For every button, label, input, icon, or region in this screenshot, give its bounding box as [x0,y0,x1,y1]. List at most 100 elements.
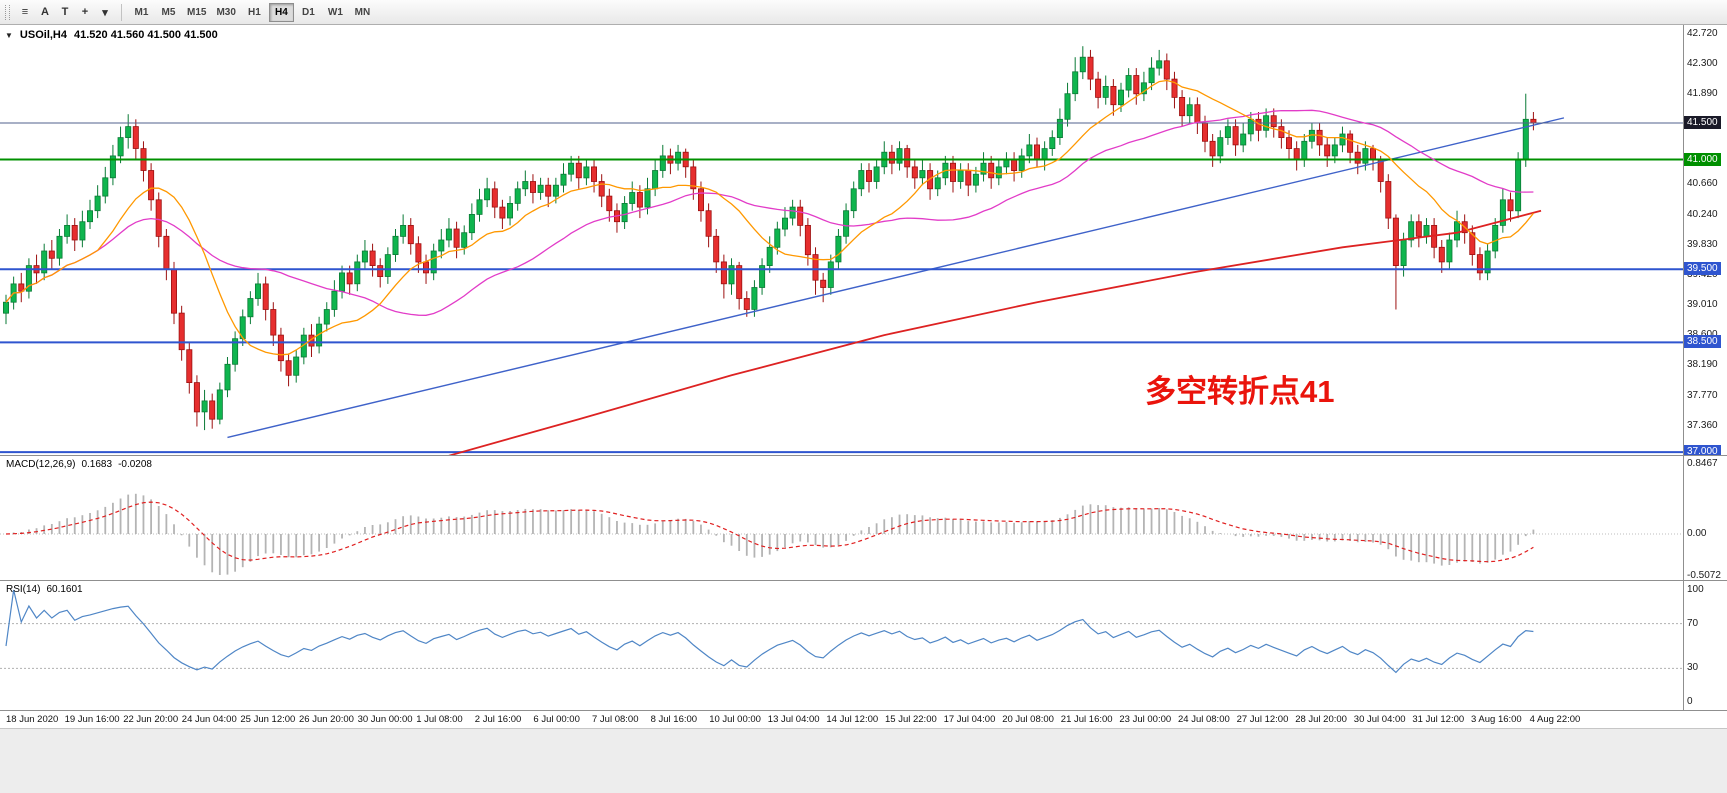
price-tick: 39.830 [1687,239,1718,251]
timeframe-mn-button[interactable]: MN [354,6,371,18]
macd-axis-tick: 0.00 [1687,528,1707,540]
macd-histogram [12,493,1535,575]
price-tick: 40.240 [1687,209,1718,221]
price-level-badge: 38.500 [1684,335,1721,349]
symbol-collapse-icon[interactable]: ▼ [5,30,13,40]
price-tick: 42.720 [1687,27,1718,39]
time-label: 24 Jun 04:00 [181,714,237,725]
time-label: 3 Aug 16:00 [1471,714,1522,725]
time-label: 2 Jul 16:00 [474,714,522,725]
ma-fast-orange-line [5,79,1534,356]
rsi-name: RSI(14) [6,584,41,595]
timeframe-d1-button[interactable]: D1 [302,6,315,18]
macd-axis-tick: 0.8467 [1687,458,1718,470]
price-level-badge: 41.000 [1684,152,1721,166]
time-label: 6 Jul 00:00 [533,714,580,725]
time-label: 10 Jul 00:00 [709,714,761,725]
rsi-label: RSI(14) 60.1601 [6,584,83,595]
timeframe-m15-button[interactable]: M15 [187,6,207,18]
text-tool-button[interactable]: A [41,6,49,18]
price-tick: 41.890 [1687,88,1718,100]
macd-signal-value: -0.0208 [118,459,152,470]
rsi-line [5,589,1534,674]
rsi-indicator-panel[interactable]: 100 70 30 0 RSI(14) 60.1601 [0,580,1727,710]
macd-main-value: 0.1683 [81,459,113,470]
rsi-value: 60.1601 [46,584,83,595]
chart-annotation: 多空转折点41 [1145,374,1335,409]
time-label: 22 Jun 20:00 [123,714,179,725]
time-label: 1 Jul 08:00 [416,714,463,725]
macd-indicator-panel[interactable]: 0.8467 0.00 -0.5072 MACD(12,26,9) 0.1683 -… [0,455,1727,580]
rsi-axis-tick: 70 [1687,617,1699,629]
price-tick: 40.660 [1687,178,1718,190]
time-label: 21 Jul 16:00 [1060,714,1113,725]
time-label: 18 Jun 2020 [6,714,59,725]
chart-toolbar: ≡ A T + ▾ M1 M5 M15 M30 H1 H4 D1 W1 MN [0,0,1727,25]
macd-axis: 0.8467 0.00 -0.5072 [1683,456,1727,580]
time-label: 30 Jul 04:00 [1353,714,1406,725]
price-tick: 37.360 [1687,419,1718,431]
time-label: 17 Jul 04:00 [943,714,996,725]
timeframe-m1-button[interactable]: M1 [134,6,149,18]
price-tick: 42.300 [1687,58,1718,70]
timeframe-h1-button[interactable]: H1 [248,6,261,18]
crosshair-tool-button[interactable]: + [81,6,89,18]
toolbar-grip-handle[interactable] [5,4,10,20]
time-label: 28 Jul 20:00 [1295,714,1347,725]
type-tool-button[interactable]: T [61,6,69,18]
rsi-axis-tick: 0 [1687,696,1693,708]
time-label: 4 Aug 22:00 [1529,714,1581,725]
price-tick: 38.600 [1687,329,1718,341]
time-label: 20 Jul 08:00 [1002,714,1054,725]
macd-signal-line [5,501,1534,563]
timeframe-h4-button[interactable]: H4 [268,2,294,22]
time-label: 31 Jul 12:00 [1412,714,1465,725]
time-label: 25 Jun 12:00 [240,714,296,725]
price-level-badge: 37.000 [1684,445,1721,455]
time-label: 24 Jul 08:00 [1178,714,1230,725]
rsi-axis-tick: 30 [1687,662,1699,674]
macd-axis-tick: -0.5072 [1687,569,1721,580]
time-label: 8 Jul 16:00 [650,714,698,725]
timeframe-w1-button[interactable]: W1 [327,6,343,18]
timeframe-m30-button[interactable]: M30 [216,6,236,18]
price-level-badge: 39.500 [1684,262,1721,276]
timeframe-m5-button[interactable]: M5 [161,6,176,18]
charts-bar-button[interactable]: ≡ [21,6,29,18]
symbol-info: ▼ USOil,H4 41.520 41.560 41.500 41.500 [5,29,218,41]
rsi-chart[interactable] [0,581,1683,710]
symbol-timeframe-label: USOil,H4 [19,29,67,41]
tool-button-group: ≡ A T + ▾ [15,3,115,22]
ma-mid-magenta-line [5,109,1534,316]
price-tick: 39.010 [1687,299,1718,311]
time-label: 19 Jun 16:00 [64,714,120,725]
time-label: 27 Jul 12:00 [1236,714,1289,725]
price-tick: 38.190 [1687,359,1718,371]
symbol-ohlc-values: 41.520 41.560 41.500 41.500 [74,29,218,41]
rsi-axis-tick: 100 [1687,583,1704,595]
time-label: 14 Jul 12:00 [826,714,879,725]
timeframe-button-group: M1 M5 M15 M30 H1 H4 D1 W1 MN [128,2,376,22]
bottom-empty-area [0,728,1727,793]
ascending-trendline [227,117,1565,439]
time-label: 30 Jun 00:00 [357,714,413,725]
time-label: 15 Jul 22:00 [885,714,937,725]
macd-chart[interactable] [0,456,1683,580]
rsi-axis: 100 70 30 0 [1683,581,1727,710]
time-label: 7 Jul 08:00 [592,714,639,725]
candlestick-chart[interactable] [0,25,1683,455]
price-level-badge: 41.500 [1684,115,1721,129]
price-axis: 42.72042.30041.89040.66040.24039.83039.4… [1683,25,1727,455]
time-label: 26 Jun 20:00 [299,714,354,725]
tools-dropdown-button[interactable]: ▾ [102,6,108,19]
time-label: 13 Jul 04:00 [767,714,820,725]
time-axis: 18 Jun 2020 19 Jun 16:00 22 Jun 20:00 24 Ju… [0,710,1727,728]
macd-name: MACD(12,26,9) [6,459,76,470]
macd-label: MACD(12,26,9) 0.1683 -0.0208 [6,459,152,470]
price-chart-panel[interactable]: 42.72042.30041.89040.66040.24039.83039.4… [0,25,1727,455]
price-tick: 37.770 [1687,389,1718,401]
toolbar-separator [121,3,122,21]
time-label: 23 Jul 00:00 [1119,714,1172,725]
ma-slow-red-line [448,209,1542,455]
